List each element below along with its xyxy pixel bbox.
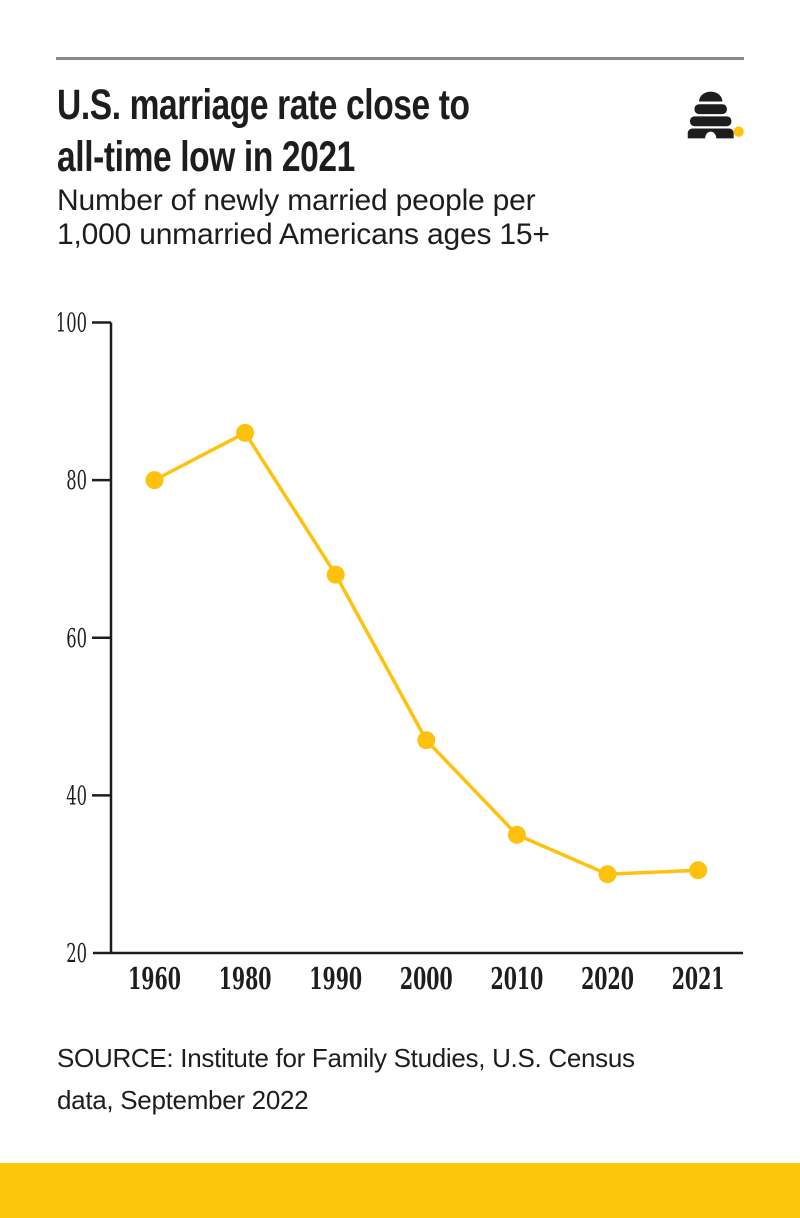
beehive-dome	[699, 91, 723, 102]
subtitle-line-2: 1,000 unmarried Americans ages 15+	[57, 218, 550, 251]
x-tick-label-2000: 2000	[400, 962, 453, 997]
source-line-1: SOURCE: Institute for Family Studies, U.…	[57, 1043, 635, 1073]
data-point-1960	[145, 471, 164, 490]
subtitle-line-1: Number of newly married people per	[57, 184, 536, 217]
y-tick-label-40: 40	[66, 781, 87, 811]
beehive-band-upper	[694, 104, 727, 115]
data-point-2020	[598, 865, 617, 884]
data-point-2021	[689, 861, 708, 880]
y-tick-label-100: 100	[56, 309, 87, 339]
data-point-1990	[326, 565, 345, 584]
top-divider	[56, 57, 744, 60]
beehive-band-bottom	[687, 128, 734, 139]
y-tick-label-80: 80	[66, 466, 87, 496]
x-tick-label-2021: 2021	[672, 962, 725, 997]
beehive-logo-icon	[687, 91, 744, 139]
data-line	[152, 431, 700, 876]
title-line-2: all-time low in 2021	[57, 133, 355, 181]
data-point-1980	[236, 423, 255, 442]
x-tick-label-1990: 1990	[309, 962, 362, 997]
logo-yellow-dot	[733, 126, 744, 137]
source-note: SOURCE: Institute for Family Studies, U.…	[57, 1037, 635, 1121]
x-tick-label-2020: 2020	[581, 962, 634, 997]
source-line-2: data, September 2022	[57, 1085, 309, 1115]
x-tick-label-2010: 2010	[491, 962, 544, 997]
page-title: U.S. marriage rate close to all-time low…	[57, 79, 586, 183]
y-tick-label-20: 20	[66, 939, 87, 969]
title-line-1: U.S. marriage rate close to	[57, 81, 470, 129]
y-tick-label-60: 60	[66, 624, 87, 654]
footer-brand-bar	[0, 1163, 800, 1218]
page-subtitle: Number of newly married people per 1,000…	[57, 184, 550, 252]
x-tick-label-1980: 1980	[219, 962, 272, 997]
x-tick-label-1960: 1960	[128, 962, 181, 997]
data-point-2010	[507, 825, 526, 844]
beehive-band-middle	[690, 116, 732, 127]
data-point-2000	[417, 731, 436, 750]
